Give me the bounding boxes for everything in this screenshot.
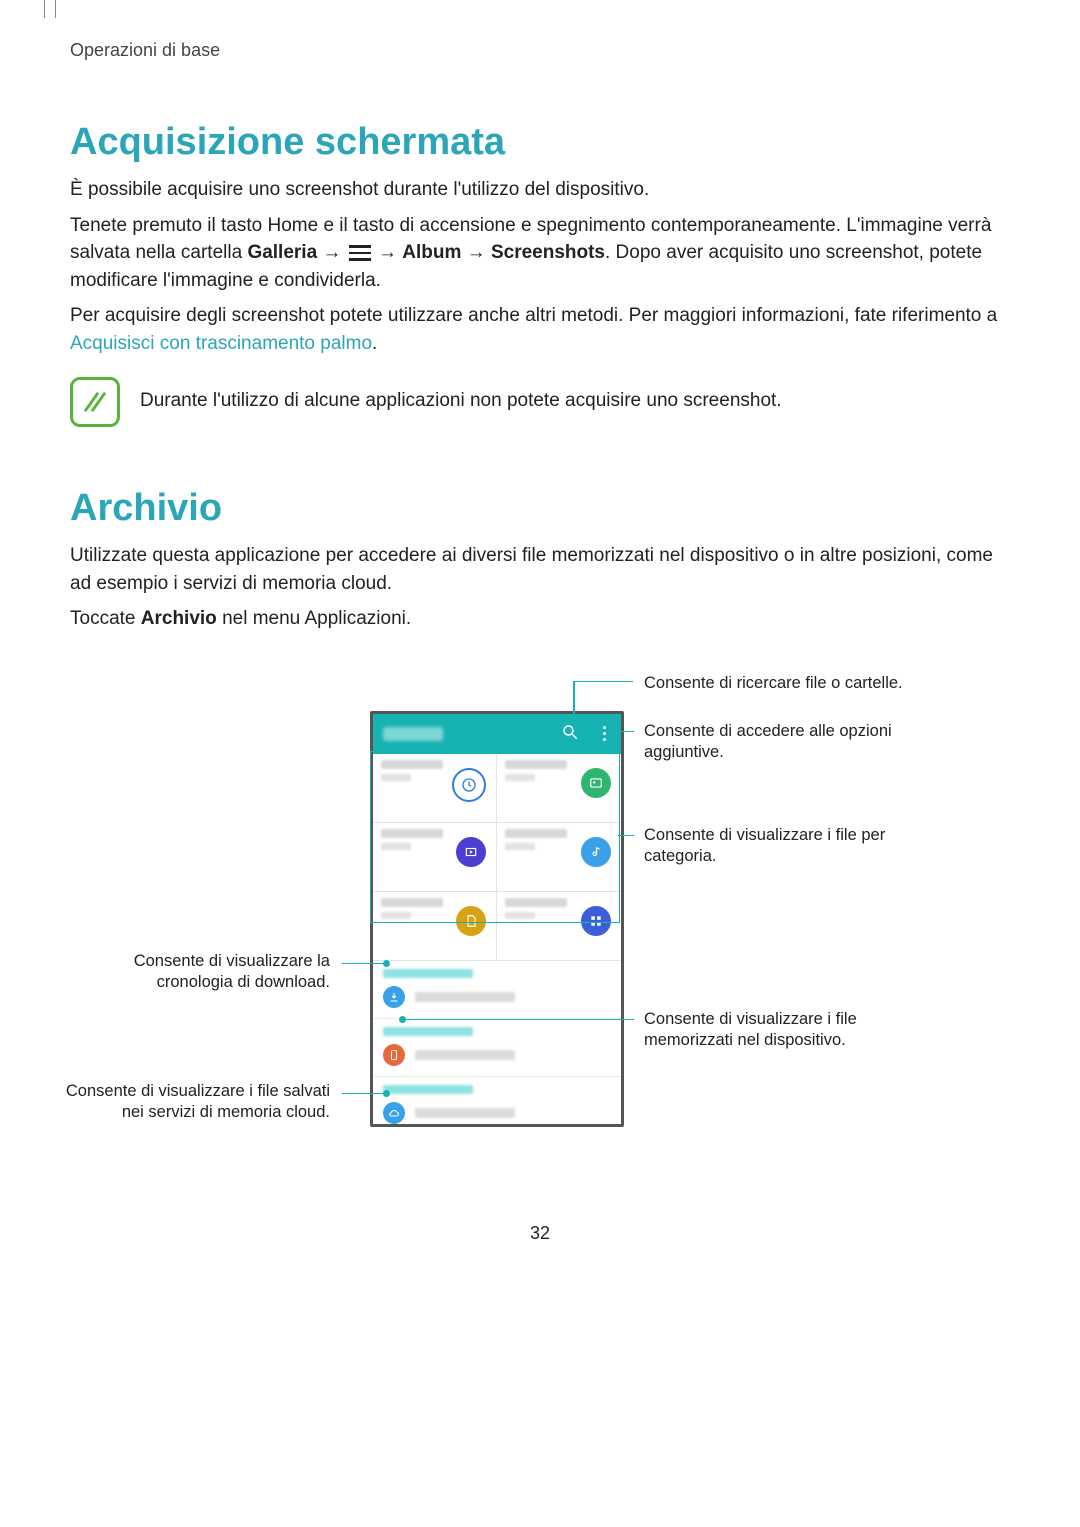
callout-category: Consente di visualizzare i file per cate… bbox=[644, 825, 944, 868]
cloud-storage-icon bbox=[383, 1102, 405, 1124]
section1-p3: Per acquisire degli screenshot potete ut… bbox=[70, 302, 1010, 357]
section1-p2: Tenete premuto il tasto Home e il tasto … bbox=[70, 212, 1010, 295]
section-local-storage[interactable] bbox=[373, 1019, 621, 1077]
section2-p1: Utilizzate questa applicazione per acced… bbox=[70, 542, 1010, 597]
search-icon[interactable] bbox=[561, 723, 579, 744]
callout-options: Consente di accedere alle opzioni aggiun… bbox=[644, 721, 944, 764]
download-history-icon bbox=[383, 986, 405, 1008]
cat-images[interactable] bbox=[497, 754, 621, 823]
section-cloud-storage[interactable] bbox=[373, 1077, 621, 1127]
more-options-icon[interactable] bbox=[597, 726, 611, 741]
cat-videos[interactable] bbox=[373, 823, 497, 892]
device-storage-icon bbox=[383, 1044, 405, 1066]
note-icon bbox=[70, 377, 120, 427]
section-download-history[interactable] bbox=[373, 961, 621, 1019]
category-grid bbox=[373, 754, 621, 961]
callout-device: Consente di visualizzare i file memorizz… bbox=[644, 1009, 944, 1052]
callout-search: Consente di ricercare file o cartelle. bbox=[644, 673, 903, 694]
cat-recent[interactable] bbox=[373, 754, 497, 823]
phone-mock bbox=[370, 711, 624, 1127]
section2-title: Archivio bbox=[70, 487, 1010, 530]
section1-title: Acquisizione schermata bbox=[70, 121, 1010, 164]
cat-audio[interactable] bbox=[497, 823, 621, 892]
palm-swipe-link[interactable]: Acquisisci con trascinamento palmo bbox=[70, 333, 372, 354]
section1-note: Durante l'utilizzo di alcune applicazion… bbox=[140, 387, 782, 415]
page-top-marker bbox=[44, 0, 56, 18]
breadcrumb: Operazioni di base bbox=[70, 40, 1010, 61]
cat-documents[interactable] bbox=[373, 892, 497, 961]
callout-download: Consente di visualizzare la cronologia d… bbox=[70, 951, 330, 994]
phone-header bbox=[373, 714, 621, 754]
section2-p2: Toccate Archivio nel menu Applicazioni. bbox=[70, 605, 1010, 633]
menu-icon bbox=[349, 245, 371, 261]
archivio-diagram: Consente di ricercare file o cartelle. C… bbox=[70, 663, 1010, 1163]
phone-header-title bbox=[383, 727, 443, 741]
cat-downloaded[interactable] bbox=[497, 892, 621, 961]
section1-p1: È possibile acquisire uno screenshot dur… bbox=[70, 176, 1010, 204]
page-number: 32 bbox=[70, 1223, 1010, 1244]
callout-cloud: Consente di visualizzare i file salvati … bbox=[40, 1081, 330, 1124]
